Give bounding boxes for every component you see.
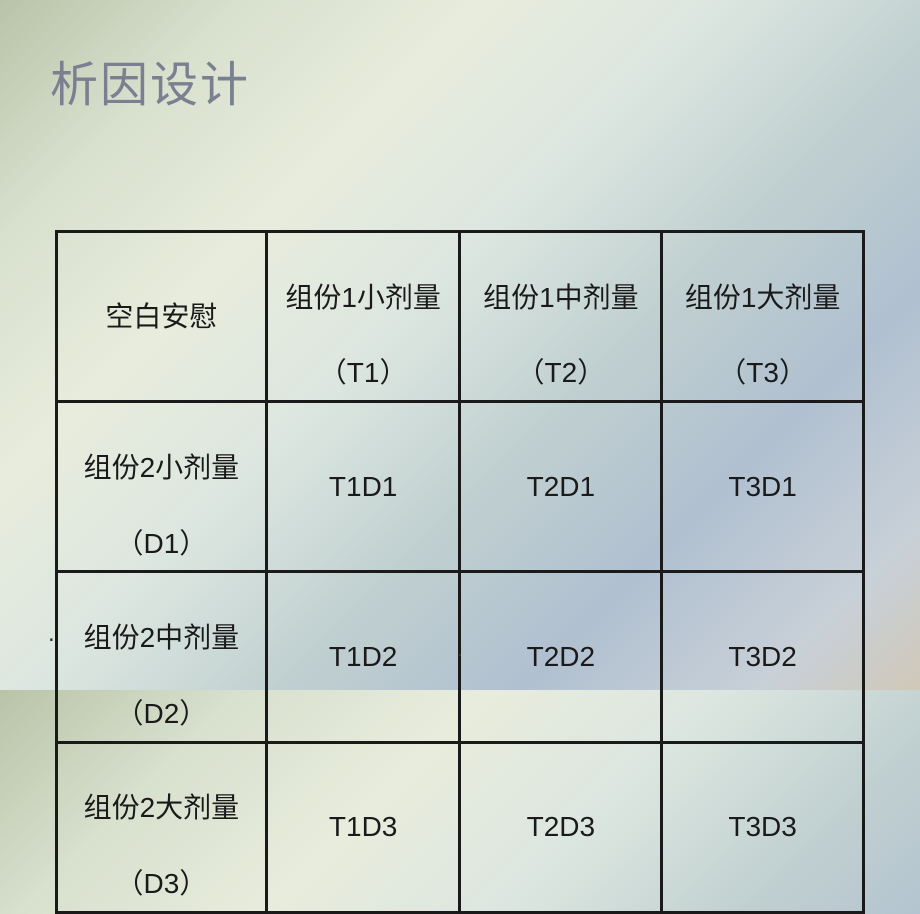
cell-line2: （T1） xyxy=(319,357,408,388)
cell-line2: （T3） xyxy=(718,357,807,388)
cell-line1: T2D3 xyxy=(527,811,595,842)
table-row: 空白安慰 组份1小剂量 （T1） 组份1中剂量 （T2） 组份1大剂量 （T3） xyxy=(57,232,864,402)
table-cell: T2D2 xyxy=(460,572,662,742)
cell-line1: 组份1小剂量 xyxy=(285,282,441,313)
table-row: 组份2大剂量 （D3） T1D3 T2D3 T3D3 xyxy=(57,742,864,912)
cell-line1: 组份2中剂量 xyxy=(84,622,240,653)
table-cell: T1D2 xyxy=(266,572,460,742)
cell-line2: （T2） xyxy=(517,357,606,388)
table-cell: 组份2小剂量 （D1） xyxy=(57,402,267,572)
cell-line1: T3D3 xyxy=(728,811,796,842)
cell-line1: T2D2 xyxy=(527,641,595,672)
slide: 析因设计 空白安慰 组份1小剂量 （T1） 组份1中剂量 （T2） 组份1大剂量… xyxy=(0,0,920,690)
factorial-table: 空白安慰 组份1小剂量 （T1） 组份1中剂量 （T2） 组份1大剂量 （T3）… xyxy=(55,230,865,914)
table-cell: T2D3 xyxy=(460,742,662,912)
table-cell: 组份1小剂量 （T1） xyxy=(266,232,460,402)
cell-line2: （D3） xyxy=(116,868,208,899)
factorial-table-container: 空白安慰 组份1小剂量 （T1） 组份1中剂量 （T2） 组份1大剂量 （T3）… xyxy=(55,230,865,914)
table-cell: T1D3 xyxy=(266,742,460,912)
corner-dot-icon: . xyxy=(48,620,55,648)
slide-title: 析因设计 xyxy=(50,45,250,115)
table-cell: T3D2 xyxy=(662,572,864,742)
table-cell: T3D3 xyxy=(662,742,864,912)
cell-line1: T2D1 xyxy=(527,471,595,502)
cell-line1: 组份2小剂量 xyxy=(84,452,240,483)
cell-line1: T1D1 xyxy=(329,471,397,502)
table-cell: 组份2中剂量 （D2） xyxy=(57,572,267,742)
cell-line1: 组份2大剂量 xyxy=(84,792,240,823)
cell-line1: T1D2 xyxy=(329,641,397,672)
table-cell: 组份1大剂量 （T3） xyxy=(662,232,864,402)
cell-line1: 组份1大剂量 xyxy=(685,282,841,313)
table-row: 组份2小剂量 （D1） T1D1 T2D1 T3D1 xyxy=(57,402,864,572)
cell-line1: 组份1中剂量 xyxy=(483,282,639,313)
cell-line2: （D2） xyxy=(116,698,208,729)
cell-line2: （D1） xyxy=(116,528,208,559)
cell-line1: T3D1 xyxy=(728,471,796,502)
cell-line1: T1D3 xyxy=(329,811,397,842)
cell-line1: 空白安慰 xyxy=(105,301,217,332)
table-cell: T3D1 xyxy=(662,402,864,572)
table-cell: 空白安慰 xyxy=(57,232,267,402)
cell-line1: T3D2 xyxy=(728,641,796,672)
bottom-center-dot-icon: . xyxy=(457,639,463,662)
table-cell: 组份2大剂量 （D3） xyxy=(57,742,267,912)
table-cell: T1D1 xyxy=(266,402,460,572)
table-cell: 组份1中剂量 （T2） xyxy=(460,232,662,402)
table-cell: T2D1 xyxy=(460,402,662,572)
